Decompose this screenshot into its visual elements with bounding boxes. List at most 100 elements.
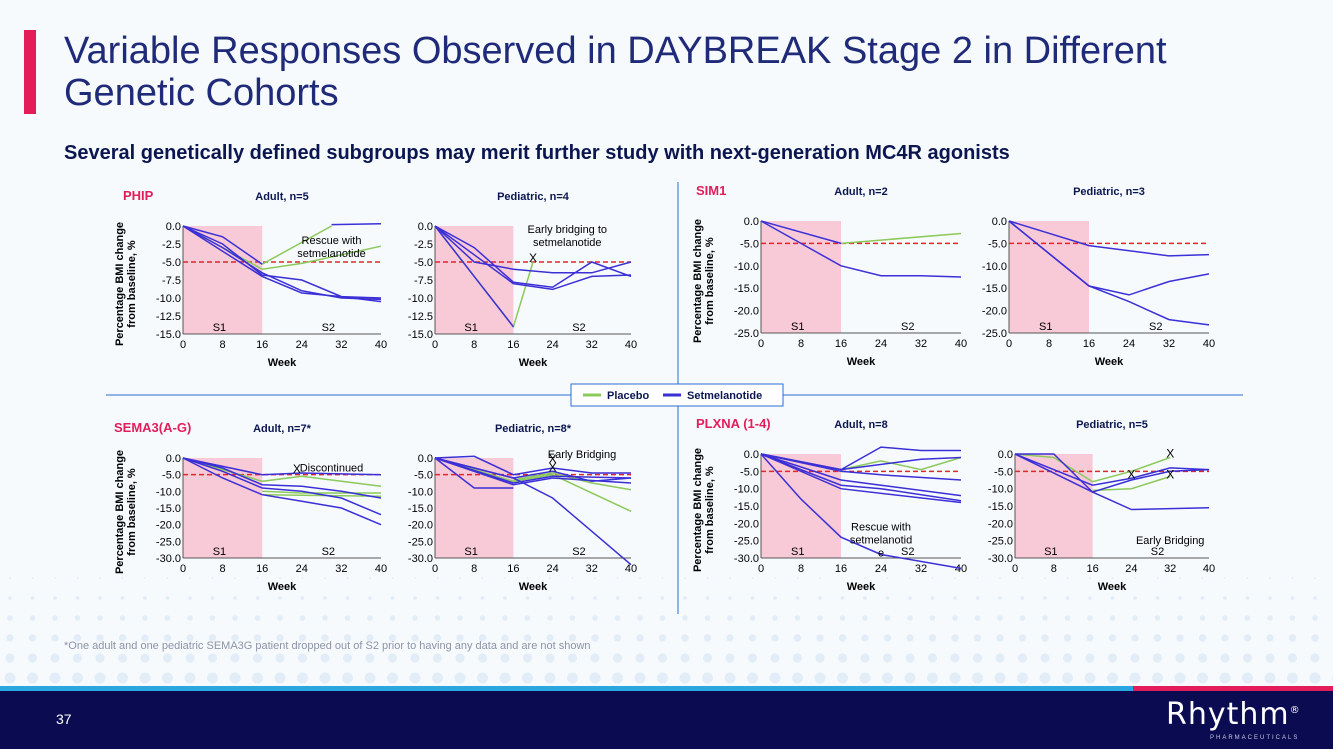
background-dot	[882, 672, 893, 684]
background-dot	[659, 615, 666, 621]
page-title: Variable Responses Observed in DAYBREAK …	[64, 30, 1167, 114]
y-tick-label: -10.0	[734, 484, 759, 496]
background-dot	[1269, 577, 1271, 579]
page-subtitle: Several genetically defined subgroups ma…	[64, 142, 1010, 164]
background-dot	[1223, 596, 1227, 600]
background-dot	[815, 653, 825, 663]
background-dot	[549, 577, 551, 579]
background-dot	[974, 615, 981, 621]
x-tick-label: 0	[1006, 338, 1012, 350]
y-tick-label: -7.5	[414, 275, 433, 287]
series-line-setmelanotide	[182, 225, 382, 299]
background-dot	[1177, 615, 1183, 621]
x-tick-label: 16	[835, 338, 847, 350]
y-tick-label: -5.0	[740, 238, 759, 250]
background-dot	[1197, 672, 1208, 684]
background-dot	[5, 653, 15, 663]
background-dot	[144, 577, 146, 579]
background-dot	[1314, 577, 1316, 579]
s1-label: S1	[464, 546, 477, 558]
x-tick-label: 16	[507, 563, 519, 575]
series-line-placebo	[1014, 453, 1171, 483]
background-dot	[929, 615, 936, 621]
y-axis-label-line1: Percentage BMI change	[692, 219, 704, 343]
background-dot	[1311, 634, 1319, 642]
legend: Placebo Setmelanotide	[570, 383, 784, 407]
footer: 37 Rhythm® PHARMACEUTICALS	[0, 691, 1333, 749]
x-tick-label: 8	[798, 338, 804, 350]
background-dot	[232, 615, 238, 621]
background-dot	[526, 577, 529, 579]
y-tick-label: -15.0	[408, 329, 433, 341]
background-dot	[4, 672, 16, 684]
s1-label: S1	[213, 546, 226, 558]
series-line-setmelanotide	[760, 453, 962, 471]
charts-canvas: Placebo Setmelanotide 0.0 -2.5 -5.0 -7.5 -10.0…	[106, 182, 1243, 614]
logo-text: Rhythm	[1166, 697, 1290, 732]
background-dot	[1155, 596, 1160, 600]
series-line-setmelanotide	[760, 453, 962, 502]
background-dot	[546, 634, 554, 642]
background-dot	[726, 634, 734, 642]
background-dot	[435, 596, 440, 600]
background-dot	[908, 596, 912, 600]
annotation-x-marker: X	[549, 452, 557, 466]
background-dot	[207, 653, 218, 663]
annotation-text: setmelanotide	[297, 248, 366, 260]
background-dot	[274, 672, 286, 684]
footnote: *One adult and one pediatric SEMA3G pati…	[64, 640, 591, 652]
background-dot	[75, 596, 80, 600]
x-tick-label: 8	[220, 563, 226, 575]
y-axis-label-line2: from baseline, %	[704, 237, 716, 325]
s2-label: S2	[901, 321, 914, 333]
background-dot	[975, 596, 980, 600]
background-dot	[142, 615, 148, 621]
background-dot	[661, 577, 664, 579]
y-tick-label: -30.0	[408, 553, 433, 565]
background-dot	[391, 577, 394, 579]
background-dot	[297, 653, 308, 663]
x-tick-label: 24	[1125, 563, 1137, 575]
background-dot	[1176, 634, 1184, 642]
background-dot	[792, 672, 803, 684]
series-line-setmelanotide	[1014, 453, 1210, 493]
background-dot	[207, 672, 218, 684]
background-dot	[365, 653, 375, 663]
background-dot	[184, 672, 196, 684]
chart-sim1-pediatric: 0.0 -5.0 -10.0 -15.0 -20.0 -25.00 8 16 24 32 40 Wee…	[982, 186, 1215, 368]
series-line-setmelanotide	[760, 220, 842, 245]
x-tick-label: 40	[625, 339, 637, 351]
background-dot	[320, 653, 330, 663]
background-dot	[837, 672, 848, 684]
y-tick-label: -15.0	[734, 283, 759, 295]
background-dot	[998, 596, 1002, 600]
chart-phip-adult: 0.0 -2.5 -5.0 -7.5 -10.0 -12.5 -15.00 8 16 24 32 40…	[114, 188, 387, 369]
chart-title: Adult, n=8	[834, 419, 887, 431]
background-dot	[864, 577, 866, 579]
background-dot	[882, 653, 893, 663]
background-dot	[252, 672, 263, 684]
background-dot	[188, 596, 192, 600]
background-dot	[1110, 596, 1115, 600]
background-dot	[277, 615, 283, 621]
background-dot	[883, 634, 892, 642]
background-dot	[522, 672, 533, 684]
background-dot	[390, 596, 395, 600]
annotation-x-marker: X	[1166, 446, 1174, 460]
background-dot	[749, 615, 756, 621]
background-dot	[456, 634, 464, 642]
background-dot	[457, 615, 463, 621]
background-dot	[1041, 634, 1049, 642]
background-dot	[612, 672, 623, 684]
logo-subtitle: PHARMACEUTICALS	[1210, 735, 1300, 741]
y-tick-label: -20.0	[988, 518, 1013, 530]
annotation-text: setmelanotide	[533, 237, 602, 249]
background-dot	[1289, 615, 1296, 621]
series-line-setmelanotide	[760, 220, 962, 278]
background-dot	[342, 653, 353, 663]
stage1-band	[761, 221, 841, 333]
background-dot	[94, 672, 106, 684]
background-dot	[592, 615, 598, 621]
background-dot	[481, 577, 484, 579]
background-dot	[364, 672, 376, 684]
